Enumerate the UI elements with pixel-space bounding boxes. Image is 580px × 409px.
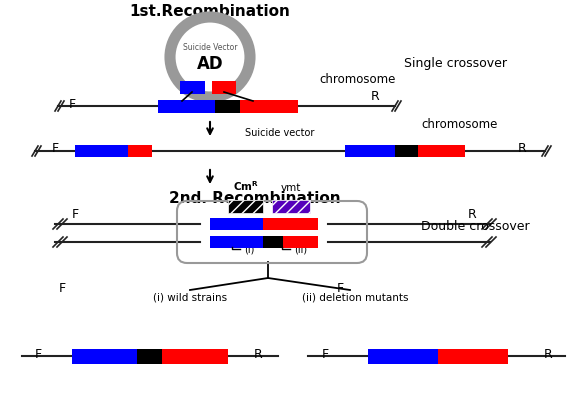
Text: F: F (59, 281, 66, 294)
Text: Double crossover: Double crossover (420, 220, 530, 234)
Text: R: R (543, 348, 552, 360)
Bar (438, 348, 508, 364)
Text: Single crossover: Single crossover (404, 58, 506, 70)
Bar (210, 218, 263, 230)
Bar (395, 145, 418, 157)
Bar (210, 236, 263, 248)
Bar (212, 81, 236, 94)
Bar (263, 236, 283, 248)
Text: 1st.Recombination: 1st.Recombination (129, 4, 291, 19)
Text: R: R (467, 207, 476, 220)
Text: Suicide vector: Suicide vector (245, 128, 315, 138)
Bar (137, 348, 162, 364)
Text: (i) wild strains: (i) wild strains (153, 293, 227, 303)
Bar (345, 145, 395, 157)
Text: R: R (253, 348, 262, 360)
Text: R: R (371, 90, 379, 103)
Bar (128, 145, 152, 157)
Bar (162, 348, 228, 364)
Text: vmt: vmt (281, 183, 301, 193)
Bar (272, 200, 310, 213)
Text: F: F (71, 207, 78, 220)
Text: F: F (321, 348, 328, 360)
Bar (72, 348, 137, 364)
Text: chromosome: chromosome (320, 73, 396, 86)
Text: F: F (52, 142, 59, 155)
Bar (418, 145, 465, 157)
Text: (i): (i) (244, 245, 255, 255)
Bar (215, 99, 240, 112)
Text: R: R (517, 142, 527, 155)
Bar (158, 99, 215, 112)
Bar (75, 145, 128, 157)
Text: Suicide Vector: Suicide Vector (183, 43, 237, 52)
Text: (ii): (ii) (294, 245, 307, 255)
Text: (ii) deletion mutants: (ii) deletion mutants (302, 293, 408, 303)
Text: AD: AD (197, 55, 223, 73)
Text: F: F (336, 281, 343, 294)
Text: chromosome: chromosome (422, 118, 498, 131)
Bar (263, 218, 318, 230)
Text: F: F (68, 97, 75, 110)
Bar (228, 200, 263, 213)
Bar (283, 236, 318, 248)
Text: F: F (34, 348, 42, 360)
Text: 2nd. Recombination: 2nd. Recombination (169, 191, 341, 206)
Circle shape (174, 21, 246, 93)
Bar (180, 81, 205, 94)
Bar (240, 99, 298, 112)
Text: $\mathbf{Cm^R}$: $\mathbf{Cm^R}$ (233, 179, 259, 193)
Bar (368, 348, 438, 364)
